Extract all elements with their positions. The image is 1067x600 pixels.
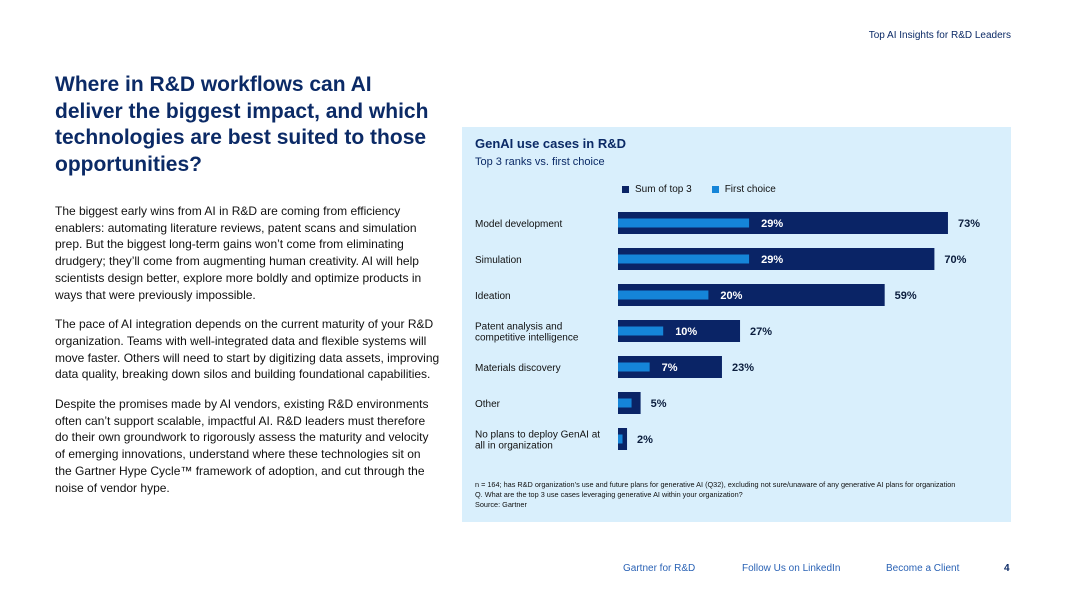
data-label-first-choice: 29% [761,254,783,266]
category-label: Other [475,399,501,410]
chart-panel: GenAI use cases in R&D Top 3 ranks vs. f… [462,127,1011,522]
bar-first-choice [618,398,632,408]
bar-sum-top3 [618,428,628,450]
legend-label: Sum of top 3 [635,184,692,195]
legend-item: First choice [711,184,776,195]
legend-label: First choice [724,184,776,195]
category-label: Ideation [475,291,511,302]
bar-sum-top3 [618,284,885,306]
report-title: Top AI Insights for R&D Leaders [868,30,1011,41]
footer-link-become-client[interactable]: Become a Client [886,563,960,574]
footnote: n = 164; has R&D organization’s use and … [475,480,1005,510]
bar-chart: Model development 29% 73% Simulation 29% 70% I… [475,212,980,452]
data-label-first-choice: 10% [675,326,697,338]
data-label-sum-top3: 59% [895,290,917,302]
bar-first-choice [618,326,664,336]
bar-first-choice [618,254,750,264]
footnote-line: Q. What are the top 3 use cases leveragi… [475,490,743,499]
data-label-first-choice: 29% [761,218,783,230]
category-label: Model development [475,219,562,230]
category-label: Patent analysis and competitive intellige… [475,322,579,344]
data-label-sum-top3: 23% [732,362,754,374]
footnote-line: Source: Gartner [475,500,527,509]
bar-first-choice [618,218,750,228]
chart-subtitle: Top 3 ranks vs. first choice [475,156,605,168]
legend-swatch [711,186,719,193]
data-label-sum-top3: 2% [637,434,653,446]
data-label-sum-top3: 73% [958,218,980,230]
category-label: Simulation [475,255,522,266]
data-label-first-choice: 7% [662,362,678,374]
bar-first-choice [618,290,709,300]
data-label-sum-top3: 70% [944,254,966,266]
legend-item: Sum of top 3 [622,184,692,195]
data-label-first-choice: 20% [720,290,742,302]
bar-sum-top3 [618,356,722,378]
legend: Sum of top 3 First choice [622,184,776,195]
bar-first-choice [618,434,623,444]
paragraph: Despite the promises made by AI vendors,… [55,397,429,495]
chart-title: GenAI use cases in R&D [475,136,626,151]
data-label-sum-top3: 27% [750,326,772,338]
paragraph: The biggest early wins from AI in R&D ar… [55,204,422,302]
footer-link-gartner-rd[interactable]: Gartner for R&D [623,563,696,574]
headline: Where in R&D workflows can AI deliver th… [55,73,429,176]
bar-sum-top3 [618,248,935,270]
bar-sum-top3 [618,212,948,234]
footnote-line: n = 164; has R&D organization’s use and … [475,480,956,489]
legend-swatch [622,186,629,193]
paragraph: The pace of AI integration depends on th… [55,317,440,382]
bar-sum-top3 [618,320,741,342]
bar-first-choice [618,362,650,372]
page-number: 4 [1004,563,1010,574]
body-text: The biggest early wins from AI in R&D ar… [55,203,440,509]
category-label: Materials discovery [475,363,561,374]
data-label-sum-top3: 5% [651,398,667,410]
footer-link-linkedin[interactable]: Follow Us on LinkedIn [742,563,841,574]
category-label: No plans to deploy GenAI at all in organi… [475,430,600,452]
